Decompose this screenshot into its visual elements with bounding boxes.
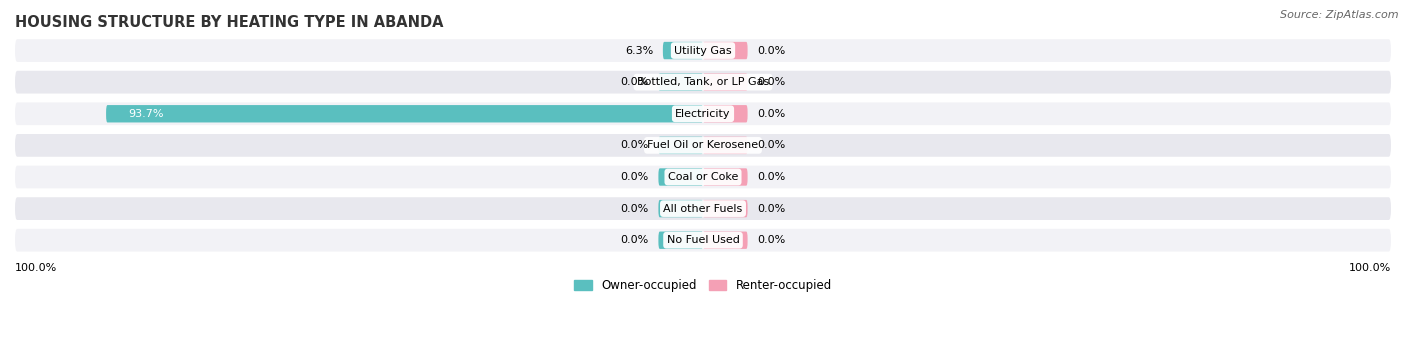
Text: Coal or Coke: Coal or Coke [668,172,738,182]
Text: 0.0%: 0.0% [620,77,648,87]
Text: 0.0%: 0.0% [758,172,786,182]
FancyBboxPatch shape [658,200,703,217]
Text: HOUSING STRUCTURE BY HEATING TYPE IN ABANDA: HOUSING STRUCTURE BY HEATING TYPE IN ABA… [15,15,443,30]
FancyBboxPatch shape [703,137,748,154]
Text: All other Fuels: All other Fuels [664,204,742,213]
Text: 100.0%: 100.0% [15,263,58,273]
Text: 0.0%: 0.0% [758,140,786,150]
Text: 0.0%: 0.0% [620,172,648,182]
Text: 0.0%: 0.0% [620,204,648,213]
FancyBboxPatch shape [15,71,1391,93]
Text: 6.3%: 6.3% [626,46,654,56]
FancyBboxPatch shape [15,134,1391,157]
Text: 93.7%: 93.7% [128,109,165,119]
FancyBboxPatch shape [703,105,748,122]
FancyBboxPatch shape [658,137,703,154]
FancyBboxPatch shape [658,232,703,249]
FancyBboxPatch shape [703,232,748,249]
Text: Utility Gas: Utility Gas [675,46,731,56]
FancyBboxPatch shape [15,197,1391,220]
FancyBboxPatch shape [658,168,703,186]
FancyBboxPatch shape [15,39,1391,62]
FancyBboxPatch shape [703,42,748,59]
Text: Fuel Oil or Kerosene: Fuel Oil or Kerosene [647,140,759,150]
FancyBboxPatch shape [703,168,748,186]
Text: Source: ZipAtlas.com: Source: ZipAtlas.com [1281,10,1399,20]
FancyBboxPatch shape [658,73,703,91]
Text: 0.0%: 0.0% [758,204,786,213]
Text: Bottled, Tank, or LP Gas: Bottled, Tank, or LP Gas [637,77,769,87]
Text: Electricity: Electricity [675,109,731,119]
Text: 0.0%: 0.0% [758,46,786,56]
FancyBboxPatch shape [662,42,703,59]
FancyBboxPatch shape [105,105,703,122]
FancyBboxPatch shape [703,200,748,217]
Text: 0.0%: 0.0% [620,235,648,245]
Text: 100.0%: 100.0% [1348,263,1391,273]
Text: 0.0%: 0.0% [620,140,648,150]
FancyBboxPatch shape [703,73,748,91]
FancyBboxPatch shape [15,166,1391,188]
Text: No Fuel Used: No Fuel Used [666,235,740,245]
Text: 0.0%: 0.0% [758,109,786,119]
Legend: Owner-occupied, Renter-occupied: Owner-occupied, Renter-occupied [569,274,837,296]
Text: 0.0%: 0.0% [758,235,786,245]
Text: 0.0%: 0.0% [758,77,786,87]
FancyBboxPatch shape [15,102,1391,125]
FancyBboxPatch shape [15,229,1391,252]
